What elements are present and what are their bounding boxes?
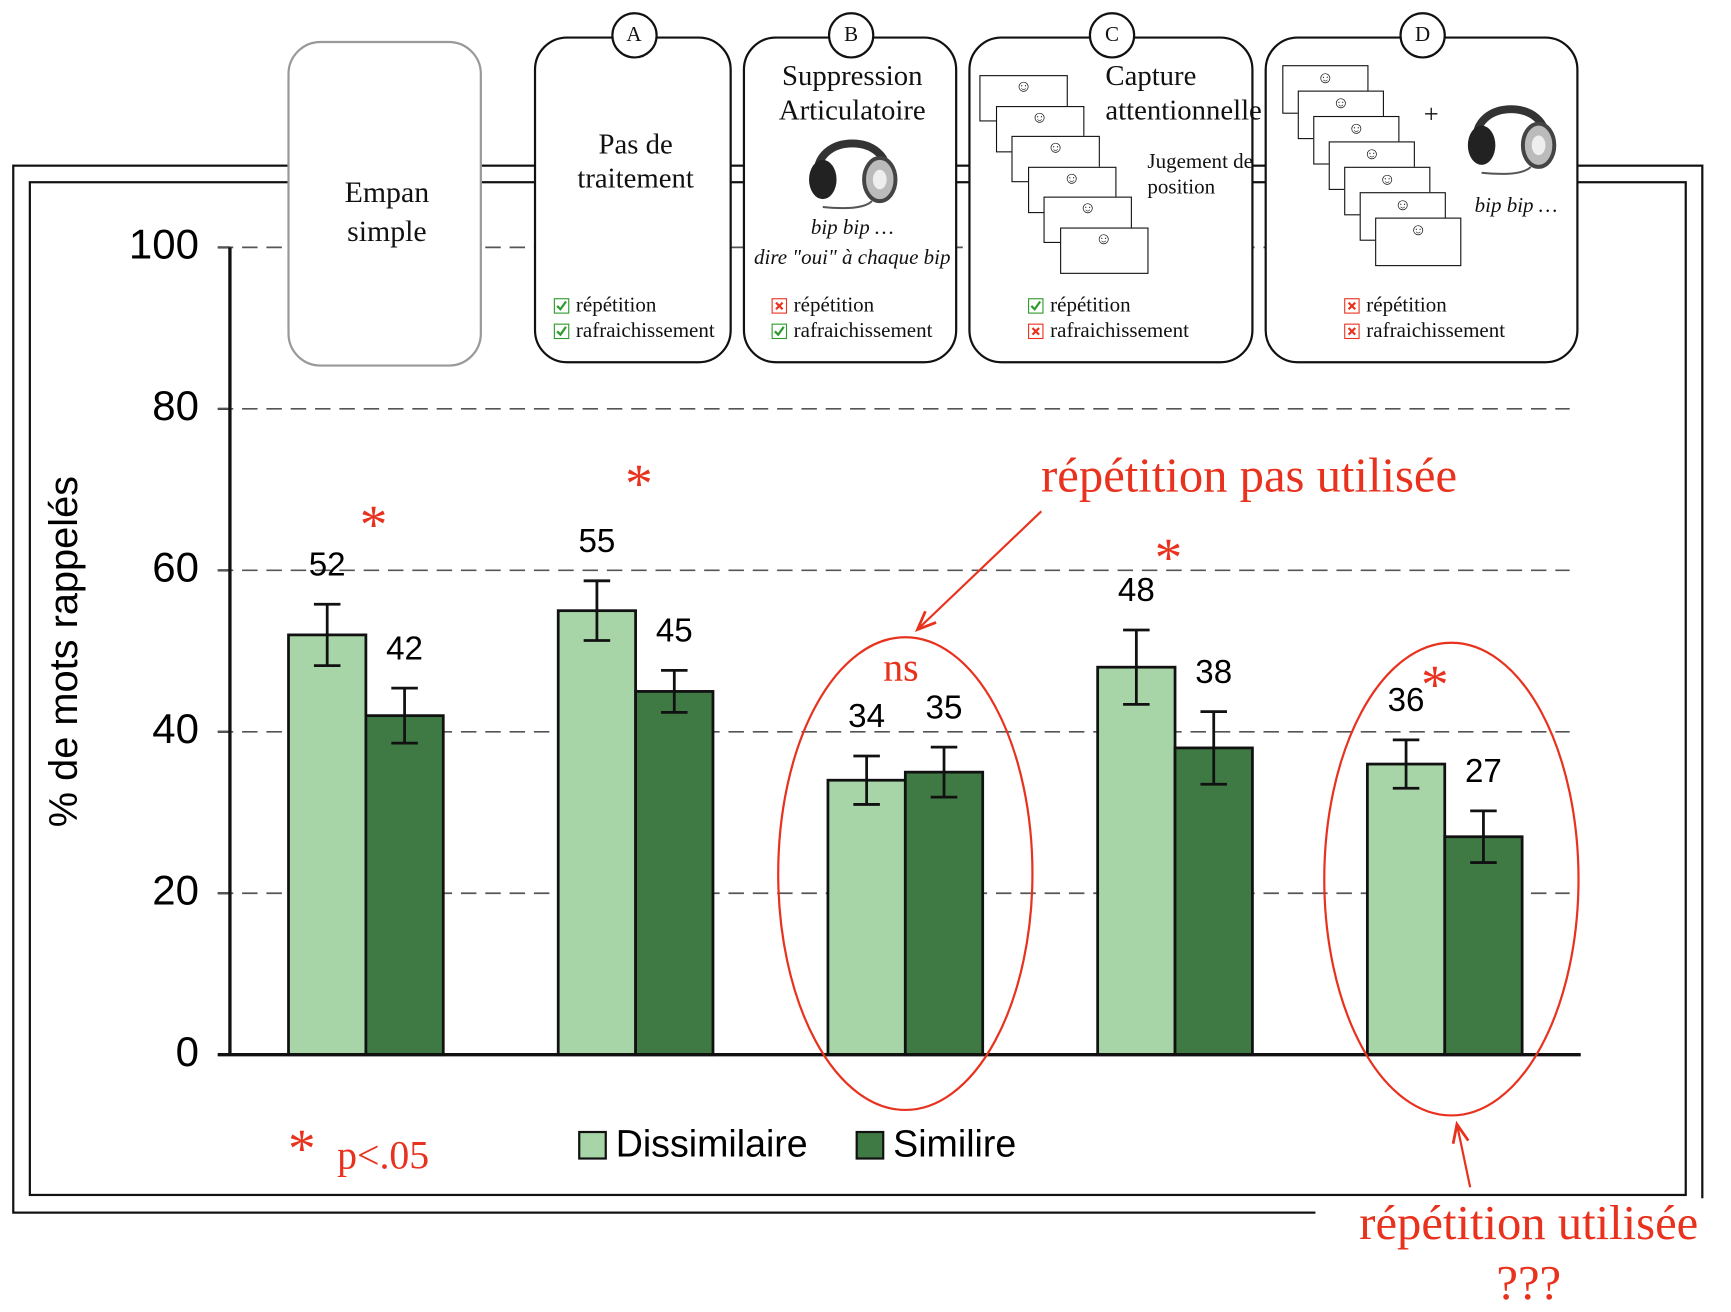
annotation: ??? — [1496, 1256, 1561, 1310]
check-label: répétition — [794, 293, 874, 318]
bar — [1367, 764, 1444, 1055]
check-label: rafraichissement — [794, 318, 933, 343]
check-label: rafraichissement — [1366, 318, 1505, 343]
value-label: 35 — [926, 689, 963, 726]
value-label: 45 — [656, 613, 693, 650]
check-label: répétition — [1366, 293, 1446, 318]
legend-label: Similire — [893, 1122, 1016, 1164]
annotation: répétition utilisée — [1359, 1196, 1698, 1250]
check-label: rafraichissement — [1050, 318, 1189, 343]
y-tick-label: 80 — [152, 382, 199, 429]
value-label: 48 — [1118, 572, 1155, 609]
bar — [366, 716, 443, 1055]
significance-marker: ns — [883, 646, 918, 690]
legend-swatch — [857, 1132, 884, 1159]
y-tick-label: 100 — [129, 220, 199, 267]
bar — [1445, 837, 1522, 1055]
headphones-icon — [803, 123, 902, 211]
stage: % de mots rappelés 0 20 40 60 80 100 52 55 34 48 3… — [0, 0, 1731, 1312]
check-no — [1344, 298, 1359, 313]
significance-marker: * — [625, 453, 653, 514]
bar — [558, 611, 635, 1055]
panel-letter: A — [611, 12, 657, 58]
screen-icon: ☺ — [1060, 228, 1148, 274]
value-label: 38 — [1195, 654, 1232, 691]
bar — [289, 635, 366, 1055]
y-tick-label: 20 — [152, 866, 199, 913]
check-item: répétition — [1344, 293, 1505, 318]
check-yes — [772, 323, 787, 338]
check-label: répétition — [1050, 293, 1130, 318]
panel-title: Capture attentionnelle — [1105, 59, 1271, 127]
check-no — [1344, 323, 1359, 338]
check-no — [772, 298, 787, 313]
bar — [1098, 667, 1175, 1055]
check-yes — [1028, 298, 1043, 313]
value-label: 52 — [309, 546, 346, 583]
bar — [905, 772, 982, 1055]
value-label: 36 — [1388, 682, 1425, 719]
panel-title: Pas de traitement — [564, 127, 708, 195]
check-item: répétition — [554, 293, 715, 318]
panel-title: Suppression Articulatoire — [745, 59, 959, 127]
check-yes — [554, 298, 569, 313]
value-label: 34 — [848, 698, 885, 735]
check-item: répétition — [1028, 293, 1189, 318]
annotation: répétition pas utilisée — [1041, 449, 1457, 503]
note: Jugement de position — [1147, 149, 1253, 200]
check-item: rafraichissement — [772, 318, 933, 343]
significance-marker: * — [1421, 654, 1449, 715]
y-tick-label: 60 — [152, 543, 199, 590]
bar — [828, 780, 905, 1054]
panel-empan: Empan simple — [287, 41, 482, 367]
check-item: rafraichissement — [554, 318, 715, 343]
bar — [1175, 748, 1252, 1055]
check-item: rafraichissement — [1344, 318, 1505, 343]
bar — [636, 691, 713, 1054]
check-label: rafraichissement — [576, 318, 715, 343]
panel-title: Empan simple — [323, 173, 451, 250]
note: p<.05 — [337, 1134, 429, 1178]
note: bip bip … — [745, 215, 959, 240]
headphones-icon — [1461, 88, 1560, 176]
note: + — [1424, 103, 1439, 128]
panel-b: B Suppression Articulatoire bip bip … di… — [743, 36, 957, 363]
value-label: 27 — [1465, 753, 1502, 790]
value-label: 42 — [386, 630, 423, 667]
value-label: 55 — [578, 523, 615, 560]
note-symbol: * — [288, 1118, 316, 1179]
check-yes — [554, 323, 569, 338]
check-item: répétition — [772, 293, 933, 318]
y-axis-label: % de mots rappelés — [42, 476, 86, 827]
note: bip bip … — [1475, 193, 1558, 218]
panel-letter: D — [1399, 12, 1445, 58]
significance-marker: * — [1155, 527, 1183, 588]
screen-icon: ☺ — [1375, 218, 1461, 267]
legend-label: Dissimilaire — [616, 1122, 808, 1164]
significance-marker: * — [360, 494, 388, 555]
check-label: répétition — [576, 293, 656, 318]
check-no — [1028, 323, 1043, 338]
note: dire "oui" à chaque bip — [738, 245, 966, 270]
legend-swatch — [579, 1132, 606, 1159]
check-item: rafraichissement — [1028, 318, 1189, 343]
panel-letter: C — [1089, 12, 1135, 58]
y-tick-label: 40 — [152, 705, 199, 752]
panel-c: C ☺☺☺☺☺☺ Capture attentionnelle Jugement… — [968, 36, 1253, 363]
panel-letter: B — [828, 12, 874, 58]
y-tick-label: 0 — [176, 1028, 199, 1075]
page: {"chart_data":{"type":"bar", "y_label":"… — [0, 0, 1731, 1312]
